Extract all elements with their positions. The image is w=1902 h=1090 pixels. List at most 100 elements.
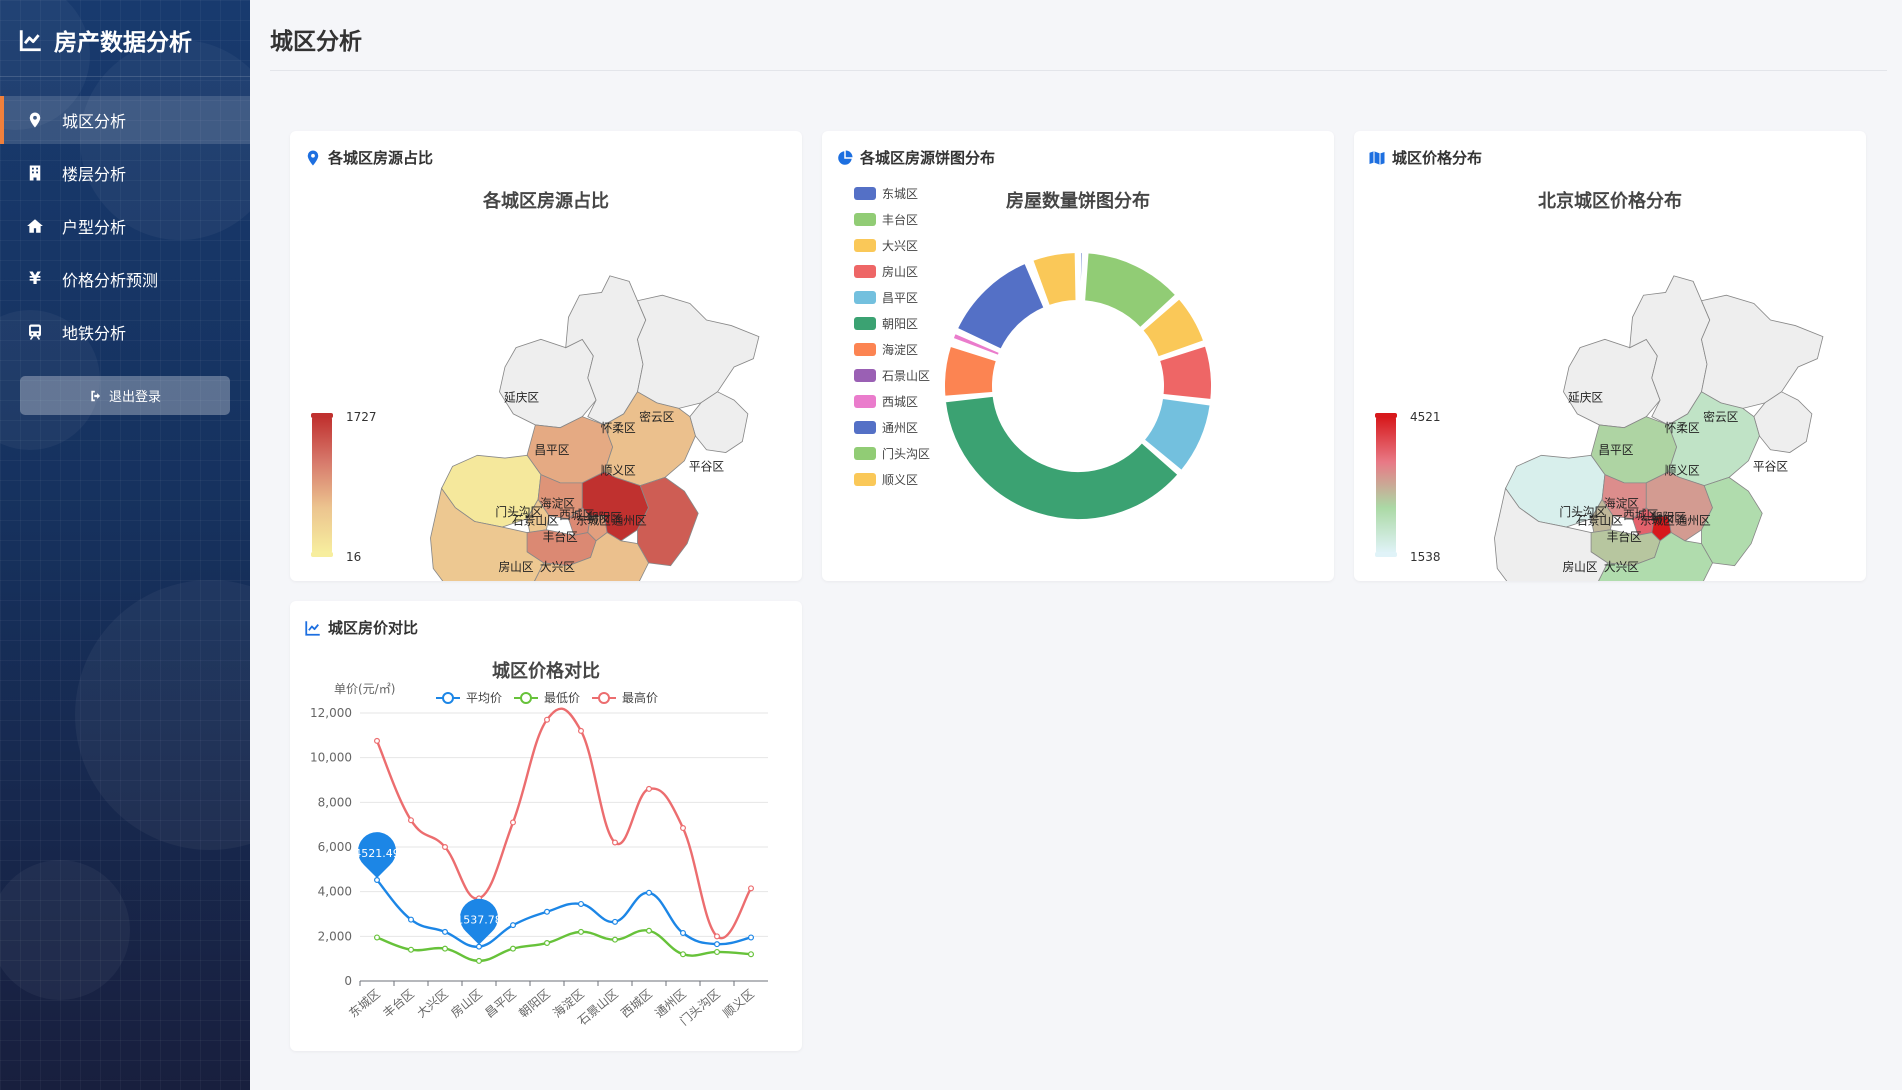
series-point[interactable]	[578, 928, 585, 935]
series-point[interactable]	[510, 945, 517, 952]
series-point[interactable]	[407, 916, 414, 923]
legend-item[interactable]: 东城区	[854, 187, 918, 201]
sidebar-item-layout[interactable]: 户型分析	[0, 202, 250, 250]
pie-slice[interactable]	[1031, 251, 1078, 308]
district-region[interactable]	[1701, 476, 1763, 567]
series-point[interactable]	[612, 839, 619, 846]
series-line[interactable]	[376, 879, 752, 948]
pie-slice[interactable]	[955, 261, 1046, 351]
visual-map-handle[interactable]	[311, 552, 333, 557]
district-region[interactable]	[533, 532, 649, 581]
legend-item[interactable]: 门头沟区	[854, 446, 930, 461]
district-region[interactable]	[1645, 471, 1713, 542]
series-point[interactable]	[646, 927, 653, 934]
series-point[interactable]	[373, 737, 380, 744]
legend-item[interactable]: 大兴区	[854, 239, 918, 253]
series-point[interactable]	[680, 825, 687, 832]
series-point[interactable]	[510, 922, 517, 929]
series-point[interactable]	[612, 936, 619, 943]
series-point[interactable]	[748, 885, 755, 892]
chart-title: 房屋数量饼图分布	[1006, 191, 1150, 212]
series-point[interactable]	[476, 943, 483, 950]
district-region[interactable]	[581, 471, 649, 542]
legend-item[interactable]: 石景山区	[854, 369, 930, 383]
district-region[interactable]	[636, 294, 760, 409]
legend-item[interactable]: 房山区	[854, 264, 918, 279]
legend-item[interactable]: 平均价	[436, 691, 502, 705]
series-point[interactable]	[442, 844, 449, 851]
legend-item[interactable]: 通州区	[854, 421, 918, 435]
sidebar-item-price[interactable]: ¥ 价格分析预测	[0, 255, 250, 303]
legend-item[interactable]: 朝阳区	[854, 317, 918, 331]
visual-map-handle[interactable]	[1375, 413, 1397, 418]
series-point[interactable]	[680, 951, 687, 958]
series-point[interactable]	[748, 934, 755, 941]
mark-point[interactable]: 1537.78	[456, 898, 502, 945]
map-pin-icon	[26, 111, 44, 129]
series-point[interactable]	[476, 957, 483, 964]
pie-slice[interactable]	[943, 394, 1180, 521]
district-region[interactable]	[637, 476, 699, 567]
series-point[interactable]	[544, 908, 551, 915]
district-region[interactable]	[526, 498, 550, 534]
series-point[interactable]	[544, 716, 551, 723]
series-point[interactable]	[407, 817, 414, 824]
legend-label: 东城区	[882, 187, 918, 201]
logout-button[interactable]: 退出登录	[20, 376, 230, 415]
series-point[interactable]	[578, 727, 585, 734]
district-region[interactable]	[1597, 532, 1713, 581]
district-region[interactable]	[1494, 487, 1609, 581]
series-point[interactable]	[510, 819, 517, 826]
legend-item[interactable]: 昌平区	[854, 291, 918, 305]
visual-map-handle[interactable]	[1375, 552, 1397, 557]
series-point[interactable]	[714, 941, 721, 948]
legend-item[interactable]: 最低价	[514, 691, 580, 705]
district-region[interactable]	[1563, 338, 1661, 429]
mark-point[interactable]: 4521.49	[354, 832, 400, 879]
series-point[interactable]	[646, 785, 653, 792]
visual-map-gradient[interactable]	[312, 417, 332, 553]
pie-slice[interactable]	[1141, 297, 1206, 359]
price-compare-line-chart[interactable]: 0 2,000 4,000 6,000 8,000 10,000 12,000 单价(元/㎡)…	[290, 601, 802, 1051]
series-line[interactable]	[375, 707, 753, 940]
series-point[interactable]	[373, 934, 380, 941]
series-point[interactable]	[680, 929, 687, 936]
pie-slice[interactable]	[951, 331, 1001, 357]
series-point[interactable]	[442, 945, 449, 952]
district-region[interactable]	[1700, 294, 1824, 409]
series-point[interactable]	[544, 940, 551, 947]
series-point[interactable]	[578, 900, 585, 907]
series-point[interactable]	[748, 951, 755, 958]
app-logo[interactable]: 房产数据分析	[18, 22, 192, 58]
legend-item[interactable]: 丰台区	[854, 212, 918, 227]
district-region[interactable]	[430, 487, 545, 581]
series-point[interactable]	[373, 877, 380, 884]
district-region[interactable]	[499, 338, 597, 429]
series-point[interactable]	[714, 933, 721, 940]
series-point[interactable]	[646, 889, 653, 896]
series-point[interactable]	[612, 918, 619, 925]
pie-slice[interactable]	[1083, 251, 1178, 330]
pie-slice[interactable]	[1078, 251, 1084, 303]
legend-item[interactable]: 顺义区	[854, 473, 918, 487]
district-region[interactable]	[1590, 498, 1614, 534]
series-point[interactable]	[442, 928, 449, 935]
sidebar-item-floor[interactable]: 楼层分析	[0, 149, 250, 197]
series-point[interactable]	[714, 948, 721, 955]
visual-map-handle[interactable]	[311, 413, 333, 418]
legend-item[interactable]: 西城区	[854, 395, 918, 409]
sidebar-item-district[interactable]: 城区分析	[0, 96, 250, 144]
series-point[interactable]	[407, 946, 414, 953]
legend-label: 平均价	[466, 691, 502, 705]
pie-slice[interactable]	[943, 344, 998, 398]
legend-item[interactable]: 海淀区	[854, 342, 918, 357]
pie-slice[interactable]	[1142, 396, 1212, 472]
sidebar-item-subway[interactable]: 地铁分析	[0, 308, 250, 356]
series-line[interactable]	[376, 929, 752, 963]
pie-slice[interactable]	[1158, 344, 1213, 402]
legend-item[interactable]: 最高价	[592, 690, 658, 705]
visual-map-gradient[interactable]	[1376, 417, 1396, 553]
